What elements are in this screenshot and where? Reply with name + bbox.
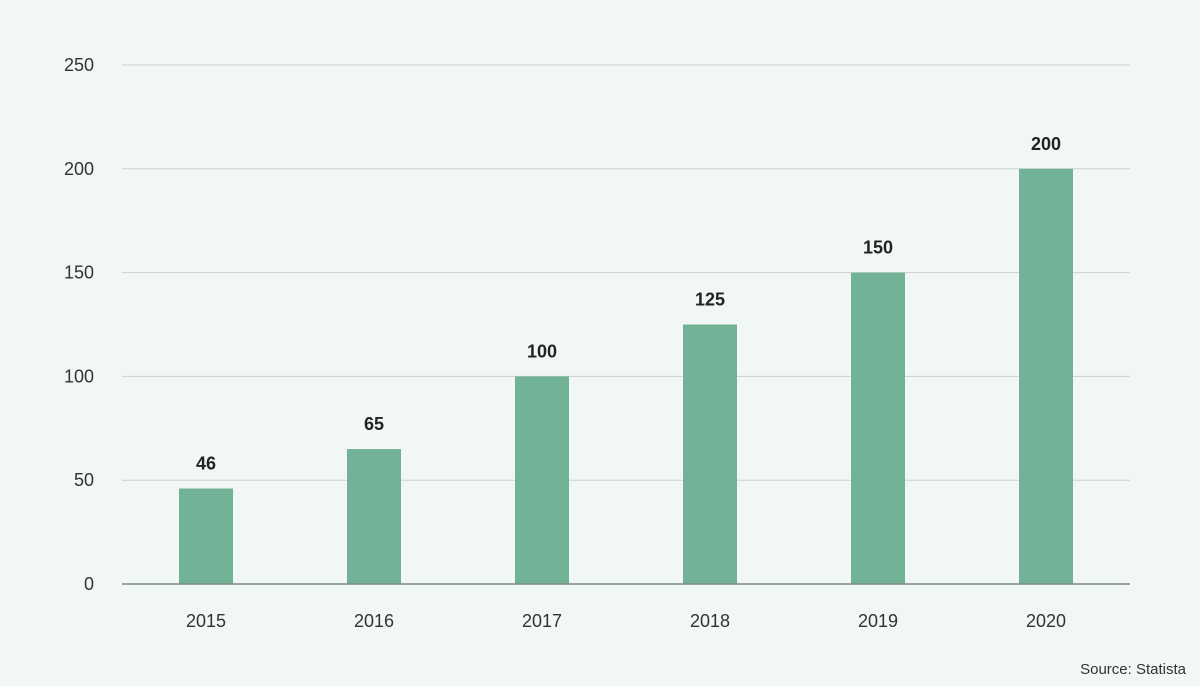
x-tick-label-2016: 2016 [354, 611, 394, 631]
bar-2016 [347, 449, 401, 584]
y-tick-label-100: 100 [64, 366, 94, 386]
data-label-2016: 65 [364, 414, 384, 434]
data-label-2020: 200 [1031, 134, 1061, 154]
bar-2020 [1019, 168, 1073, 585]
data-label-2015: 46 [196, 454, 216, 474]
x-tick-label-2018: 2018 [690, 611, 730, 631]
bar-2019 [851, 272, 905, 584]
bar-2017 [515, 376, 569, 584]
y-tick-label-50: 50 [74, 470, 94, 490]
x-tick-label-2017: 2017 [522, 611, 562, 631]
data-label-2019: 150 [863, 238, 893, 258]
bar-2018 [683, 324, 737, 584]
x-tick-label-2019: 2019 [858, 611, 898, 631]
data-label-2018: 125 [695, 290, 725, 310]
bar-2015 [179, 488, 233, 584]
data-label-2017: 100 [527, 341, 557, 361]
source-note: Source: Statista [1080, 661, 1186, 678]
x-tick-label-2020: 2020 [1026, 611, 1066, 631]
y-tick-label-200: 200 [64, 159, 94, 179]
y-tick-label-150: 150 [64, 263, 94, 283]
y-tick-label-0: 0 [84, 574, 94, 594]
x-tick-label-2015: 2015 [186, 611, 226, 631]
y-tick-label-250: 250 [64, 55, 94, 75]
